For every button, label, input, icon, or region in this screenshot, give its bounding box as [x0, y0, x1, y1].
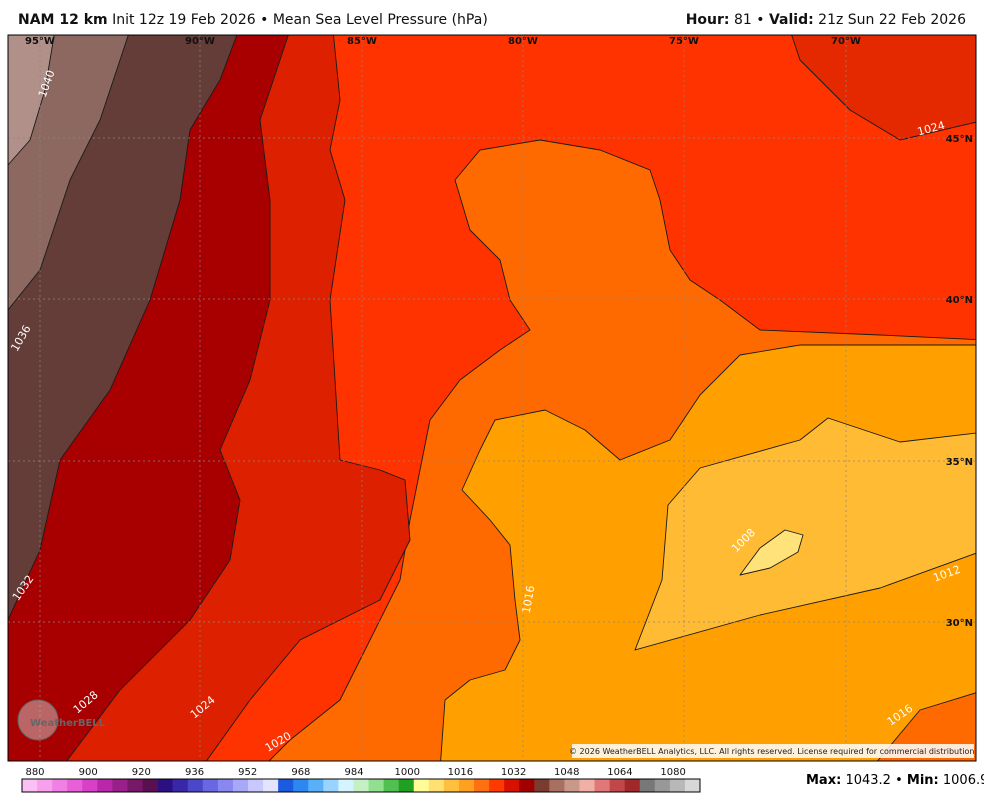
colorbar-tick-label: 936	[185, 767, 204, 778]
copyright: © 2026 WeatherBELL Analytics, LLC. All r…	[569, 747, 977, 756]
colorbar-swatch	[22, 779, 38, 792]
colorbar-tick-label: 968	[291, 767, 310, 778]
header-right: Hour: 81 • Valid: 21z Sun 22 Feb 2026	[686, 12, 966, 28]
colorbar-tick-label: 920	[132, 767, 151, 778]
latitude-label: 35°N	[946, 457, 973, 468]
colorbar-swatch	[338, 779, 354, 792]
colorbar-swatch	[37, 779, 53, 792]
colorbar-swatch	[474, 779, 490, 792]
colorbar-swatch	[67, 779, 83, 792]
colorbar-swatch	[519, 779, 535, 792]
colorbar-swatch	[142, 779, 158, 792]
colorbar-swatch	[97, 779, 113, 792]
colorbar-swatch	[278, 779, 294, 792]
colorbar-tick-label: 952	[238, 767, 257, 778]
colorbar-tick-label: 1032	[501, 767, 526, 778]
contour-label: 1016	[520, 584, 538, 614]
max-label: Max:	[806, 773, 841, 788]
colorbar-swatch	[398, 779, 415, 792]
colorbar-swatch	[624, 779, 641, 792]
pressure-fill	[8, 35, 976, 761]
copyright-bg	[572, 744, 974, 758]
latitude-label: 30°N	[946, 618, 973, 629]
graticule	[8, 35, 976, 761]
colorbar-tick-label: 900	[79, 767, 98, 778]
colorbar-swatch	[172, 779, 189, 792]
longitude-label: 75°W	[669, 36, 699, 47]
min-label: Min:	[907, 773, 939, 788]
colorbar-swatch	[654, 779, 671, 792]
colorbar-swatch	[263, 779, 279, 792]
colorbar-swatch	[609, 779, 625, 792]
colorbar-swatch	[293, 779, 309, 792]
longitude-label: 95°W	[25, 36, 55, 47]
logo-icon	[17, 699, 59, 741]
colorbar-swatch	[82, 779, 98, 792]
colorbar-swatch	[443, 779, 460, 792]
colorbar-swatch	[217, 779, 234, 792]
separator: •	[895, 773, 903, 788]
colorbar-swatch	[368, 779, 384, 792]
colorbar-swatch	[639, 779, 656, 792]
longitude-label: 70°W	[831, 36, 861, 47]
field: Mean Sea Level Pressure (hPa)	[272, 12, 488, 28]
colorbar-swatch	[534, 779, 550, 792]
valid: 21z Sun 22 Feb 2026	[818, 12, 966, 28]
colorbar-swatch	[594, 779, 610, 792]
colorbar-swatch	[127, 779, 143, 792]
colorbar-swatch	[308, 779, 324, 792]
header-left: NAM 12 km Init 12z 19 Feb 2026 • Mean Se…	[18, 12, 488, 28]
colorbar-swatch	[383, 779, 399, 792]
map-frame	[7, 34, 977, 762]
colorbar-tick-label: 984	[345, 767, 364, 778]
colorbar-tick-label: 1080	[660, 767, 685, 778]
latitude-label: 40°N	[946, 295, 973, 306]
colorbar-tick-label: 880	[25, 767, 44, 778]
colorbar-swatch	[458, 779, 475, 792]
hour-label: Hour:	[685, 12, 730, 28]
longitude-label: 85°W	[347, 36, 377, 47]
max: 1043.2	[845, 773, 891, 788]
colorbar-swatch	[428, 779, 445, 792]
colorbar-swatch	[413, 779, 430, 792]
min: 1006.9	[943, 773, 984, 788]
colorbar-swatch	[564, 779, 580, 792]
colorbar-swatch	[52, 779, 68, 792]
colorbar-swatch	[579, 779, 595, 792]
colorbar-frame	[21, 778, 701, 793]
colorbar-swatch	[323, 779, 339, 792]
colorbar-swatch	[684, 779, 701, 792]
colorbar-tick-label: 1064	[607, 767, 632, 778]
model: NAM 12 km	[18, 12, 108, 28]
colorbar-swatch	[157, 779, 173, 792]
colorbar-swatch	[504, 779, 520, 792]
logo: WeatherBELL	[30, 718, 106, 729]
colorbar-swatch	[549, 779, 565, 792]
separator: •	[260, 12, 269, 28]
colorbar-swatch	[669, 779, 686, 792]
hour: 81	[733, 12, 752, 28]
colorbar-tick-label: 1000	[395, 767, 420, 778]
colorbar-tick-label: 1016	[448, 767, 473, 778]
colorbar-swatch	[489, 779, 505, 792]
colorbar-swatch	[248, 779, 264, 792]
longitude-label: 80°W	[508, 36, 538, 47]
init: Init 12z 19 Feb 2026	[112, 12, 256, 28]
stats: Max: 1043.2 • Min: 1006.9	[806, 773, 984, 788]
colorbar-swatch	[202, 779, 219, 792]
longitude-label: 90°W	[185, 36, 215, 47]
colorbar-swatch	[232, 779, 249, 792]
colorbar-tick-label: 1048	[554, 767, 579, 778]
valid-label: Valid:	[768, 12, 814, 28]
separator: •	[756, 12, 765, 28]
colorbar-swatch	[187, 779, 204, 792]
latitude-label: 45°N	[946, 134, 973, 145]
colorbar-swatch	[112, 779, 128, 792]
colorbar-swatch	[353, 779, 369, 792]
